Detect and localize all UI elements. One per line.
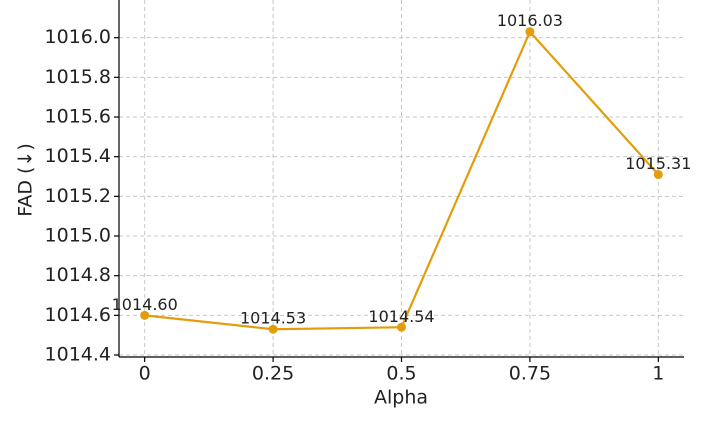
point [268, 324, 278, 334]
point [397, 322, 406, 332]
x-tick-label: 1 [652, 363, 664, 385]
x-tick-label: 0.25 [252, 363, 294, 385]
x-axis-label: Alpha [374, 387, 428, 409]
point [525, 27, 535, 37]
value-label: 1015.31 [625, 154, 691, 173]
y-tick-label: 1015.4 [45, 145, 111, 167]
x-tick-label: 0.75 [509, 363, 551, 385]
y-tick-label: 1014.8 [45, 264, 111, 286]
x-tick-label: 0 [139, 363, 151, 385]
value-label: 1016.03 [497, 11, 563, 30]
y-tick-label: 1014.6 [45, 304, 111, 326]
x-tick-label: 0.5 [386, 363, 416, 385]
point [653, 170, 663, 180]
y-axis-label: FAD (↓) [15, 143, 37, 217]
point [140, 310, 150, 320]
value-label: 1014.60 [112, 295, 178, 314]
value-label: 1014.54 [368, 307, 434, 326]
y-tick-label: 1015.8 [45, 66, 111, 88]
value-label: 1014.53 [240, 309, 306, 328]
y-tick-label: 1015.0 [45, 225, 111, 247]
line [144, 29, 660, 331]
y-tick-label: 1015.6 [45, 106, 111, 128]
y-tick-label: 1015.2 [45, 185, 111, 207]
y-tick-label: 1016.0 [45, 26, 111, 48]
y-tick-label: 1014.4 [45, 344, 111, 366]
